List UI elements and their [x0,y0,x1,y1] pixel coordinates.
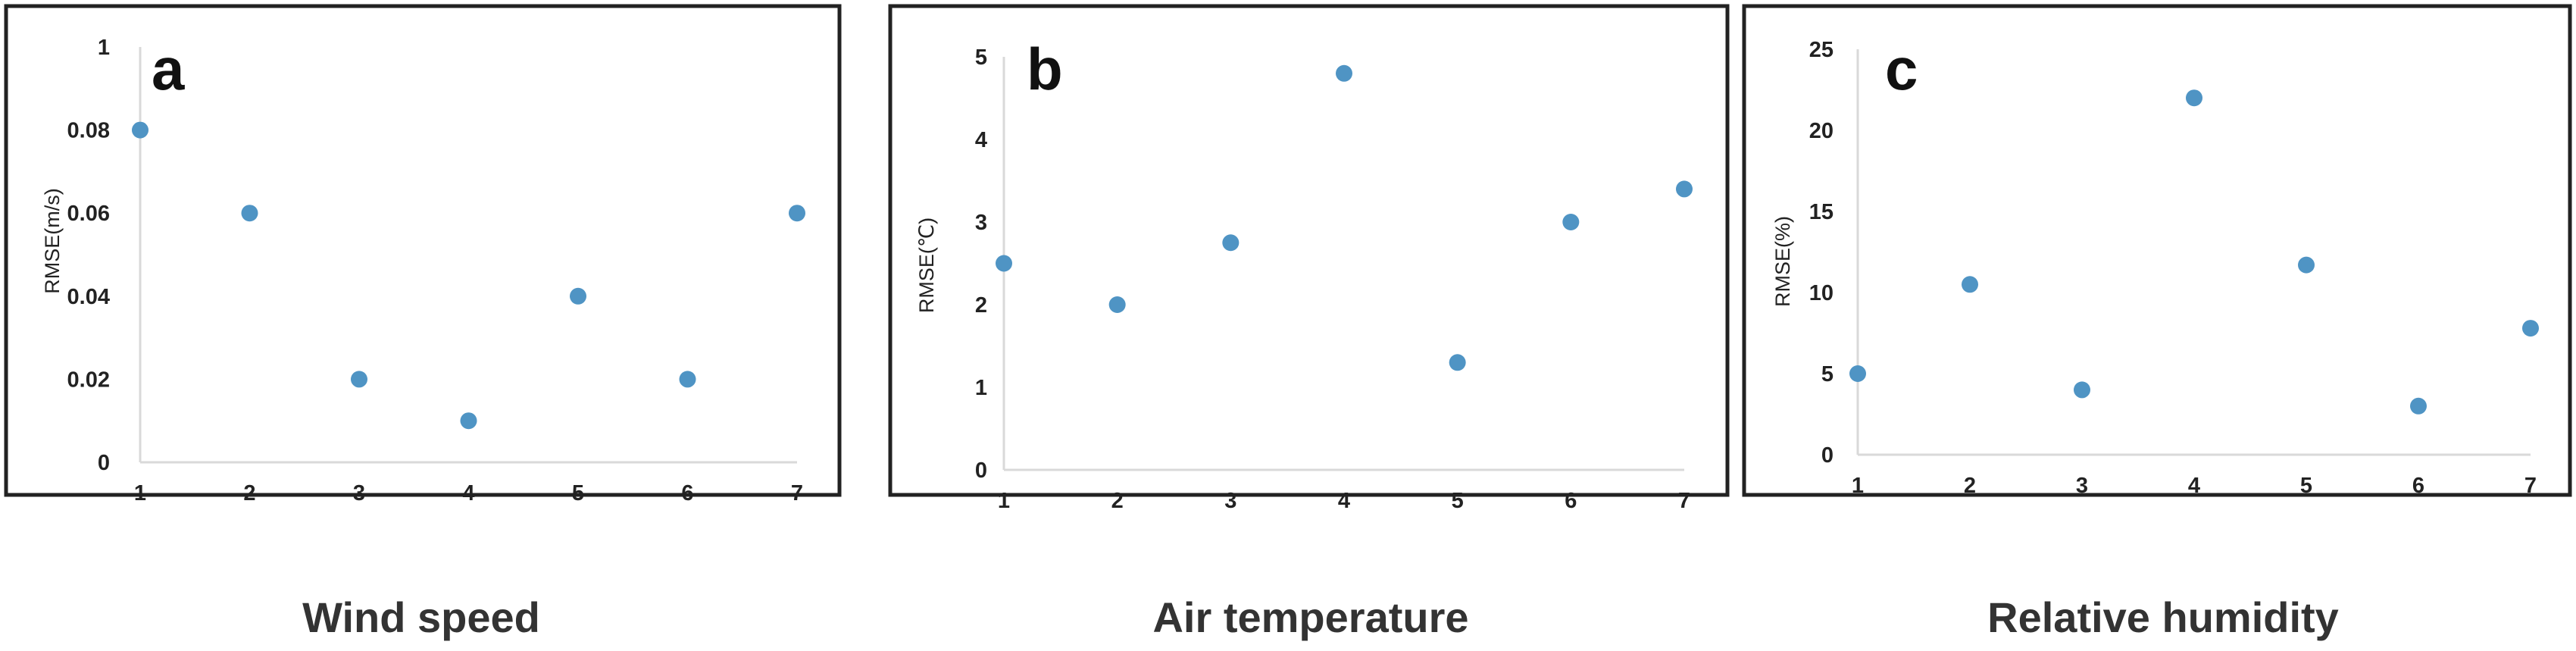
panel-a-data-point [789,205,805,222]
panel-a-x-tick-label: 7 [791,481,803,505]
panel-c-x-tick-label: 2 [1964,474,1976,498]
panel-c-data-point [2522,320,2539,337]
panel-c-data-point [2410,397,2427,415]
panel-c-x-tick-label: 5 [2300,474,2312,498]
panel-c-x-tick-label: 7 [2524,474,2537,498]
panel-a-y-axis-label: RMSE(m/s) [41,188,64,293]
panel-c-x-tick-label: 1 [1852,474,1864,498]
panel-b-x-tick-label: 4 [1338,489,1350,513]
panel-a-y-tick-label: 0.06 [67,202,110,226]
panel-b-x-tick-label: 2 [1111,489,1124,513]
panel-c-caption: Relative humidity [1987,593,2339,641]
panel-a-caption: Wind speed [302,593,540,641]
panel-a-data-point [460,412,477,430]
panel-a: a RMSE(m/s) Wind speed 0 0.02 0.04 0.06 0.08… [4,4,842,641]
panel-b-data-point [1108,296,1126,313]
panel-a-data-point [570,287,586,305]
panel-b-y-tick-label: 4 [975,128,987,152]
panel-b-letter: b [1027,36,1063,102]
panel-a-letter: a [152,36,185,102]
panel-b-x-tick-label: 7 [1678,489,1690,513]
panel-c-y-tick-label: 25 [1809,38,1834,62]
panel-b-y-axis-label: RMSE(℃) [915,218,938,313]
panel-a-x-tick-label: 3 [353,481,365,505]
panel-c-data-point [2074,381,2090,399]
panel-c-letter: c [1885,36,1918,102]
panel-b-y-tick-label: 5 [975,45,987,70]
panel-a-frame [4,4,842,497]
panel-a-data-point [132,121,148,139]
panel-b-frame [888,4,1730,497]
panel-c-frame [1742,4,2572,497]
panel-c-y-tick-label: 5 [1821,362,1834,387]
panel-a-y-tick-label: 0.08 [67,119,110,143]
panel-b-y-tick-label: 0 [975,459,987,483]
panel-a-data-point [351,371,367,388]
panel-c-x-tick-label: 6 [2412,474,2424,498]
panel-c-data-point [1849,365,1866,382]
panel-c-data-point [1962,276,1978,293]
panel-b-x-tick-label: 3 [1224,489,1236,513]
panel-c-data-point [2186,89,2202,107]
panel-c-y-tick-label: 15 [1809,200,1834,224]
panel-b-data-point [1562,214,1580,230]
panel-a-y-tick-label: 0.04 [67,285,110,309]
panel-b-y-tick-label: 3 [975,211,987,235]
panel-c-y-tick-label: 0 [1821,443,1834,468]
panel-a-x-tick-label: 1 [134,481,146,505]
panel-c-data-point [2298,256,2315,274]
panel-a-y-tick-label: 1 [98,36,110,60]
panel-b-data-point [1222,234,1240,252]
panel-b-x-tick-label: 1 [998,489,1010,513]
panel-a-x-tick-label: 4 [462,481,474,505]
panel-b-x-tick-label: 5 [1452,489,1464,513]
panel-a-x-tick-label: 5 [572,481,584,505]
panel-a-data-point [679,371,696,388]
panel-b-x-tick-label: 6 [1565,489,1577,513]
panel-c-y-tick-label: 10 [1809,281,1834,305]
panel-b-data-point [1676,180,1693,198]
panel-b-data-point [996,255,1012,272]
panel-a-y-tick-label: 0 [98,451,110,475]
panel-c-y-axis-label: RMSE(%) [1771,216,1794,307]
panel-a-y-tick-label: 0.02 [67,368,110,392]
panel-b-y-tick-label: 1 [975,376,987,400]
panel-b-data-point [1449,354,1466,371]
panel-a-x-tick-label: 2 [243,481,255,505]
panel-b-data-point [1336,64,1352,82]
panel-c-x-tick-label: 3 [2076,474,2088,498]
panel-a-data-point [241,205,258,222]
panel-c-y-tick-label: 20 [1809,119,1834,143]
panel-c-x-tick-label: 4 [2188,474,2200,498]
panel-b-caption: Air temperature [1152,593,1468,641]
panel-a-x-tick-label: 6 [681,481,693,505]
panel-b-y-tick-label: 2 [975,293,987,318]
